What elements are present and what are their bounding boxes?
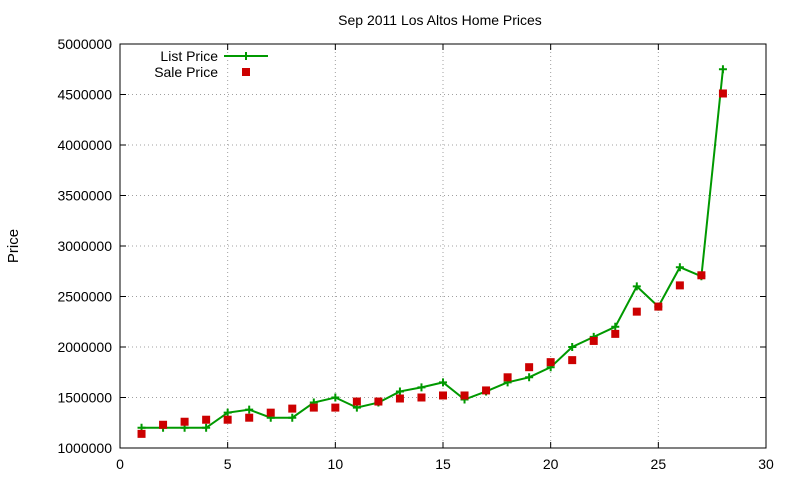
sale-price-point [288, 404, 297, 413]
sale-price-point [245, 413, 254, 422]
list-price-point [568, 343, 577, 351]
axis-ticks [119, 43, 767, 449]
x-tick-label: 30 [758, 456, 774, 472]
sale-price-point [202, 415, 211, 424]
y-tick-label: 2000000 [57, 339, 112, 355]
sale-price-point [137, 429, 146, 438]
y-tick-label: 1000000 [57, 440, 112, 456]
legend-square-sample [242, 68, 250, 76]
list-price-point [395, 387, 404, 396]
sale-price-point [460, 391, 469, 400]
y-tick-label: 4000000 [57, 137, 112, 153]
x-tick-label: 25 [651, 456, 667, 472]
sale-price-point [331, 403, 340, 412]
sale-price-point [223, 415, 232, 424]
tick-labels: 1000000 1500000 2000000 2500000 3000000 35000… [57, 36, 774, 472]
list-price-point [288, 413, 297, 422]
list-price-point [331, 393, 340, 402]
x-tick-label: 0 [116, 456, 124, 472]
sale-price-point [611, 329, 620, 338]
legend-cross-sample [242, 52, 250, 60]
list-price-line [141, 69, 724, 429]
y-axis-label: Price [5, 229, 22, 263]
legend-entry-sale-price: Sale Price [154, 64, 218, 80]
legend: List Price Sale Price [154, 48, 268, 80]
sale-price-point [266, 408, 275, 417]
y-tick-label: 1500000 [57, 390, 112, 406]
sale-price-point [525, 363, 534, 372]
list-price-point [202, 423, 211, 432]
list-price-point [223, 408, 232, 417]
sale-price-point [482, 386, 491, 395]
list-price-point [417, 383, 426, 392]
x-tick-label: 10 [328, 456, 344, 472]
y-tick-label: 3000000 [57, 238, 112, 254]
sale-price-point [180, 417, 189, 426]
sale-price-point [654, 302, 663, 311]
sale-price-point [309, 403, 318, 412]
sale-price-point [159, 420, 168, 429]
list-price-point [675, 263, 684, 272]
sale-price-point [718, 89, 727, 98]
list-price-point [439, 378, 447, 387]
list-price-point [718, 65, 727, 74]
sale-price-point [395, 394, 404, 403]
sale-price-point [352, 397, 361, 406]
series-sale-price [137, 89, 727, 438]
list-price-point [632, 282, 641, 291]
x-tick-label: 15 [435, 456, 451, 472]
sale-price-point [589, 336, 598, 345]
sale-price-point [374, 397, 383, 406]
sale-price-point [568, 356, 577, 365]
sale-price-point [417, 393, 426, 402]
grid [120, 44, 766, 448]
sale-price-point [439, 391, 447, 400]
sale-price-point [632, 307, 641, 316]
list-price-point [611, 322, 620, 331]
series [137, 65, 727, 438]
series-list-price [137, 65, 727, 432]
x-tick-label: 20 [543, 456, 559, 472]
sale-price-point [546, 358, 555, 367]
list-price-point [525, 373, 534, 382]
legend-entry-list-price: List Price [160, 48, 218, 64]
x-tick-label: 5 [224, 456, 232, 472]
y-tick-label: 4500000 [57, 87, 112, 103]
chart-title: Sep 2011 Los Altos Home Prices [338, 12, 542, 28]
sale-price-point [503, 373, 512, 382]
y-tick-label: 2500000 [57, 289, 112, 305]
sale-price-point [675, 281, 684, 290]
y-tick-label: 5000000 [57, 36, 112, 52]
list-price-point [245, 405, 254, 414]
sale-price-point [697, 271, 706, 280]
y-tick-label: 3500000 [57, 188, 112, 204]
